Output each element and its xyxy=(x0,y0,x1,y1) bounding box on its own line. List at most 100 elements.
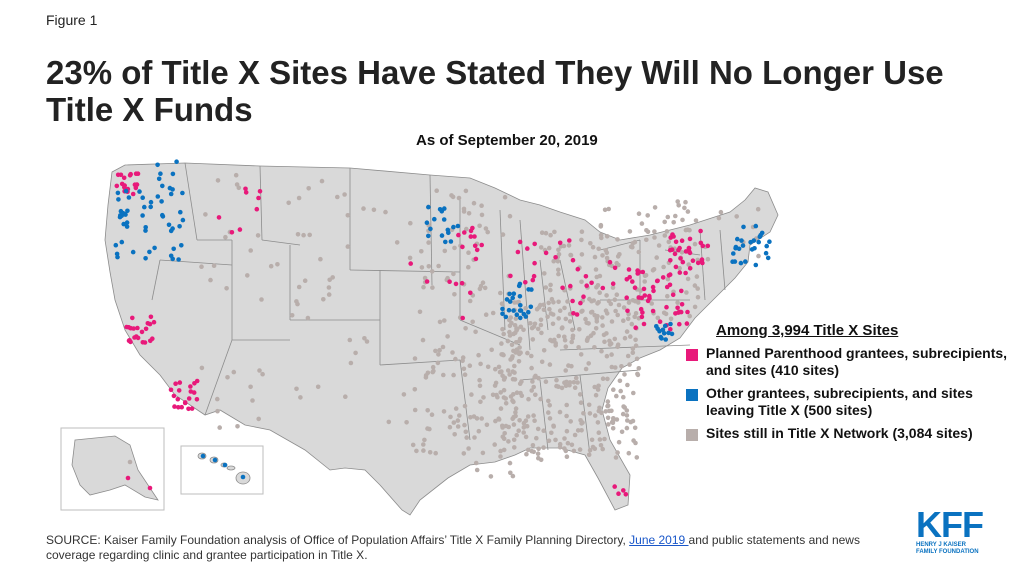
site-dot-still xyxy=(530,379,535,384)
site-dot-still xyxy=(541,348,547,353)
site-dot-still xyxy=(586,402,592,408)
site-dot-pp xyxy=(651,288,656,294)
site-dot-still xyxy=(501,447,507,453)
site-dot-pp xyxy=(188,389,194,394)
site-dot-still xyxy=(685,276,691,282)
site-dot-still xyxy=(551,258,556,264)
site-dot-still xyxy=(611,416,616,421)
alaska-shape xyxy=(71,435,159,501)
site-dot-still xyxy=(579,428,584,433)
site-dot-still xyxy=(510,473,516,479)
site-dot-pp xyxy=(678,256,683,261)
site-dot-other xyxy=(113,242,119,248)
site-dot-still xyxy=(649,301,654,306)
site-dot-still xyxy=(625,353,631,359)
site-dot-other xyxy=(115,190,121,196)
site-dot-other xyxy=(176,257,181,262)
site-dot-still xyxy=(442,248,448,254)
site-dot-still xyxy=(470,319,476,325)
site-dot-pp xyxy=(623,492,629,497)
site-dot-still xyxy=(662,233,668,238)
source-link[interactable]: June 2019 xyxy=(629,533,689,547)
site-dot-pp xyxy=(139,329,145,335)
site-dot-other xyxy=(148,204,153,210)
site-dot-still xyxy=(634,455,640,460)
site-dot-still xyxy=(624,329,630,334)
site-dot-still xyxy=(466,250,471,255)
site-dot-still xyxy=(577,447,583,452)
site-dot-still xyxy=(478,361,483,367)
site-dot-still xyxy=(528,321,533,326)
site-dot-still xyxy=(546,245,552,251)
site-dot-still xyxy=(493,380,499,386)
site-dot-still xyxy=(635,372,641,378)
site-dot-pp xyxy=(672,251,678,257)
site-dot-still xyxy=(552,229,557,235)
site-dot-still xyxy=(505,338,511,344)
site-dot-still xyxy=(615,342,621,348)
site-dot-still xyxy=(480,280,486,286)
site-dot-still xyxy=(562,436,567,441)
site-dot-pp xyxy=(695,260,701,266)
site-dot-still xyxy=(548,311,554,316)
site-dot-still xyxy=(531,384,536,390)
logo-mark: KFF xyxy=(916,504,984,545)
site-dot-still xyxy=(575,380,580,385)
site-dot-still xyxy=(633,343,639,349)
site-dot-still xyxy=(705,256,711,262)
site-dot-still xyxy=(564,402,569,408)
site-dot-other xyxy=(119,239,125,245)
legend-title: Among 3,994 Title X Sites xyxy=(716,322,899,339)
site-dot-still xyxy=(485,229,491,235)
site-dot-pp xyxy=(192,381,197,386)
site-dot-still xyxy=(587,411,593,416)
site-dot-still xyxy=(199,365,205,371)
site-dot-still xyxy=(562,305,567,311)
site-dot-still xyxy=(478,283,484,289)
state-border-line xyxy=(259,165,263,241)
site-dot-still xyxy=(463,326,468,331)
site-dot-pp xyxy=(121,175,127,181)
site-dot-still xyxy=(429,269,435,274)
site-dot-still xyxy=(605,415,611,421)
site-dot-still xyxy=(612,297,618,303)
site-dot-still xyxy=(294,386,299,392)
site-dot-pp xyxy=(173,381,178,387)
site-dot-other xyxy=(523,314,529,319)
site-dot-still xyxy=(550,321,556,327)
site-dot-still xyxy=(628,334,633,339)
site-dot-still xyxy=(298,395,303,400)
site-dot-other xyxy=(448,239,454,244)
legend-label: Planned Parenthood grantees, subrecipien… xyxy=(706,345,1008,378)
site-dot-still xyxy=(656,243,662,248)
site-dot-still xyxy=(472,435,477,440)
site-dot-still xyxy=(569,339,574,345)
site-dot-pp xyxy=(687,266,693,271)
legend-item-other-leaving: Other grantees, subrecipients, and sites… xyxy=(686,385,1016,419)
site-dot-still xyxy=(342,192,347,197)
site-dot-still xyxy=(442,318,447,323)
site-dot-pp xyxy=(581,294,586,300)
site-dot-pp xyxy=(237,227,243,232)
site-dot-still xyxy=(543,285,549,290)
site-dot-other xyxy=(140,213,145,218)
site-dot-still xyxy=(407,255,413,261)
site-dot-other xyxy=(765,255,771,261)
site-dot-still xyxy=(539,230,545,235)
site-dot-other xyxy=(517,281,523,287)
site-dot-still xyxy=(542,271,547,276)
site-dot-still xyxy=(565,299,570,304)
site-dot-pp xyxy=(128,325,133,331)
site-dot-still xyxy=(716,215,722,221)
site-dot-still xyxy=(616,302,622,308)
site-dot-still xyxy=(626,450,632,456)
site-dot-still xyxy=(546,300,551,306)
site-dot-still xyxy=(501,387,507,393)
site-dot-still xyxy=(510,369,516,374)
site-dot-still xyxy=(296,195,302,201)
site-dot-still xyxy=(563,368,568,373)
site-dot-pp xyxy=(684,321,690,326)
site-dot-still xyxy=(606,298,612,304)
site-dot-pp xyxy=(115,172,121,178)
site-dot-still xyxy=(335,194,340,200)
